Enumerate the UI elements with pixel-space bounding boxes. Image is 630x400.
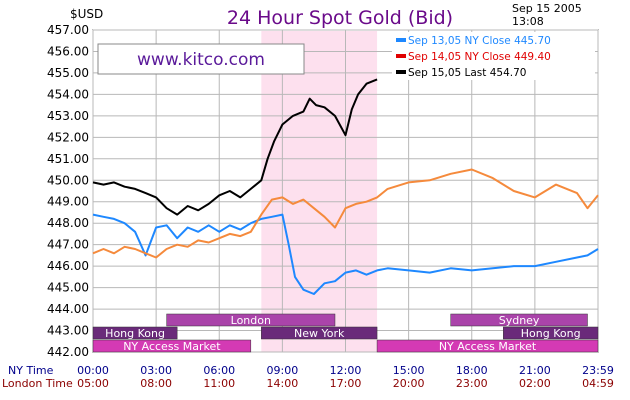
- market-bar: [166, 313, 336, 327]
- market-label: Hong Kong: [105, 327, 165, 340]
- series-line: [92, 78, 378, 216]
- chart-title: 24 Hour Spot Gold (Bid): [227, 7, 453, 29]
- y-tick-label: 457.00: [47, 23, 89, 37]
- y-axis-ticks: 457.00 456.00 455.00 454.00 453.00 452.00 451.…: [47, 23, 89, 359]
- legend-label: Sep 13,05 NY Close 445.70: [408, 35, 551, 47]
- market-bar: [503, 326, 599, 340]
- x-tick-ny: 09:00: [267, 364, 299, 377]
- price-series: [92, 78, 599, 295]
- watermark-box: [97, 43, 305, 75]
- x-tick-london: 08:00: [140, 377, 172, 390]
- x-tick-london: 17:00: [330, 377, 362, 390]
- x-tick-ny: 06:00: [203, 364, 235, 377]
- header-date: Sep 15 2005: [512, 2, 582, 15]
- y-tick-label: 442.00: [47, 345, 89, 359]
- series-line: [92, 168, 599, 259]
- market-label: Sydney: [499, 314, 540, 327]
- london-time-label: London Time: [2, 377, 73, 390]
- market-bar: [92, 326, 178, 340]
- x-tick-london: 04:59: [582, 377, 614, 390]
- x-tick-london: 14:00: [267, 377, 299, 390]
- y-tick-label: 454.00: [47, 87, 89, 101]
- y-tick-label: 445.00: [47, 281, 89, 295]
- y-tick-label: 446.00: [47, 259, 89, 273]
- ny-time-label: NY Time: [8, 364, 54, 377]
- currency-label: $USD: [70, 7, 103, 21]
- legend-label: Sep 14,05 NY Close 449.40: [408, 51, 551, 63]
- x-tick-ny: 23:59: [582, 364, 614, 377]
- market-label: New York: [294, 327, 345, 340]
- y-tick-label: 447.00: [47, 238, 89, 252]
- market-bar: [261, 326, 378, 340]
- x-tick-ny: 00:00: [77, 364, 109, 377]
- series-line: [92, 213, 599, 295]
- header-time: 13:08: [512, 15, 544, 28]
- market-bar: [92, 339, 252, 353]
- market-label: London: [231, 314, 271, 327]
- legend-swatch: [396, 54, 406, 58]
- x-tick-london: 11:00: [203, 377, 235, 390]
- market-label: NY Access Market: [439, 340, 537, 353]
- x-axis-ticks: 00:00 03:00 06:00 09:00 12:00 15:00 18:00 21:00…: [77, 364, 614, 390]
- ny-session-highlight: [261, 31, 378, 352]
- legend-swatch: [396, 38, 406, 42]
- watermark-text: www.kitco.com: [137, 50, 265, 70]
- legend-swatch: [396, 70, 406, 74]
- x-tick-ny: 18:00: [456, 364, 488, 377]
- x-tick-ny: 21:00: [519, 364, 551, 377]
- market-label: NY Access Market: [123, 340, 221, 353]
- legend-box: [392, 32, 595, 80]
- x-tick-london: 20:00: [393, 377, 425, 390]
- market-bar: [376, 339, 599, 353]
- market-bar: [450, 313, 588, 327]
- y-tick-label: 455.00: [47, 66, 89, 80]
- legend: Sep 13,05 NY Close 445.70 Sep 14,05 NY Cl…: [396, 35, 551, 79]
- y-tick-label: 449.00: [47, 195, 89, 209]
- y-tick-label: 443.00: [47, 324, 89, 338]
- y-tick-label: 453.00: [47, 109, 89, 123]
- x-tick-london: 02:00: [519, 377, 551, 390]
- x-tick-ny: 03:00: [140, 364, 172, 377]
- y-tick-label: 452.00: [47, 130, 89, 144]
- y-tick-label: 444.00: [47, 302, 89, 316]
- legend-label: Sep 15,05 Last 454.70: [408, 67, 526, 79]
- x-tick-ny: 15:00: [393, 364, 425, 377]
- market-label: Hong Kong: [521, 327, 581, 340]
- y-tick-label: 448.00: [47, 216, 89, 230]
- y-tick-label: 456.00: [47, 44, 89, 58]
- x-tick-london: 23:00: [456, 377, 488, 390]
- y-tick-label: 451.00: [47, 152, 89, 166]
- y-tick-label: 450.00: [47, 173, 89, 187]
- x-tick-ny: 12:00: [330, 364, 362, 377]
- x-tick-london: 05:00: [77, 377, 109, 390]
